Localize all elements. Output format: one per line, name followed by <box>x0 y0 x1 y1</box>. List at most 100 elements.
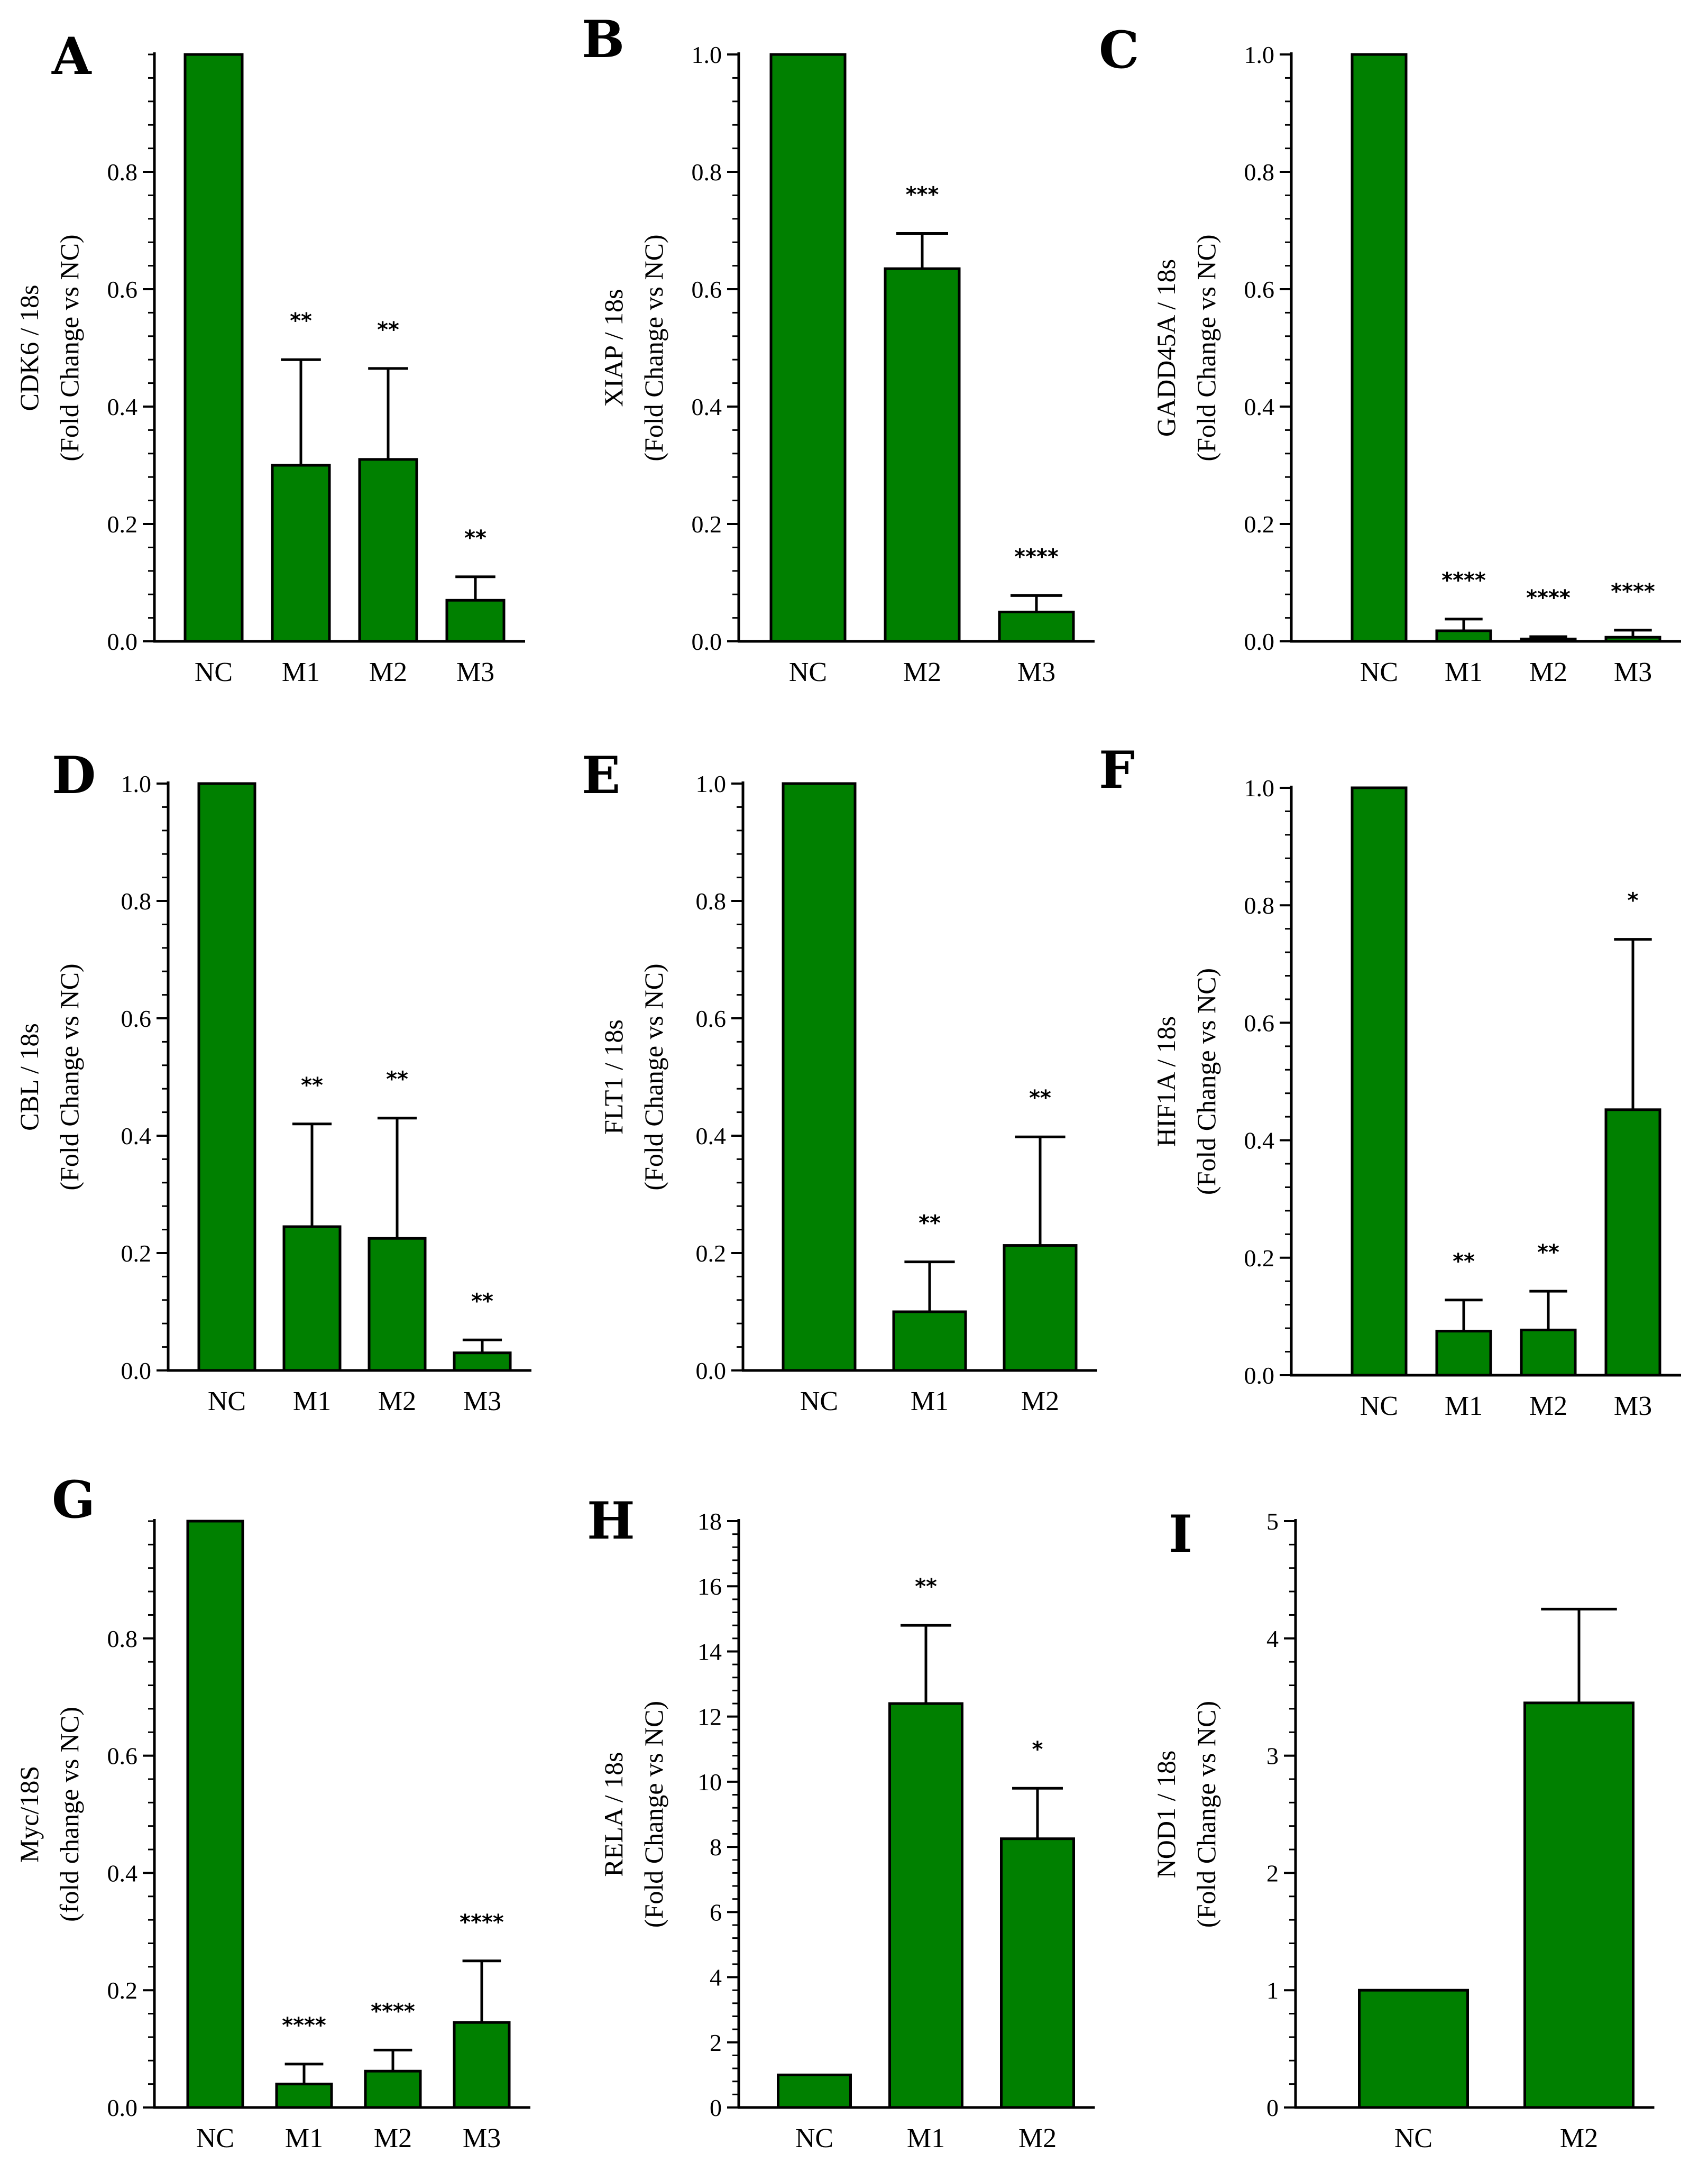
x-tick-label-nc: NC <box>208 1386 246 1416</box>
y-tick-label: 0.0 <box>696 1357 727 1384</box>
bar-nc <box>197 782 256 1372</box>
y-tick-label: 0 <box>710 2094 722 2121</box>
error-bar-m2 <box>373 2048 412 2072</box>
error-bar-m2 <box>1015 1135 1066 1246</box>
x-tick-label-m2: M2 <box>374 2123 412 2153</box>
x-tick-label-m1: M1 <box>1445 657 1483 687</box>
error-bar-m2 <box>1541 1607 1617 1703</box>
bar-m3 <box>1604 1108 1661 1377</box>
y-tick-label: 0.4 <box>1244 1127 1275 1154</box>
y-tick-label: 0.6 <box>696 1005 727 1032</box>
y-axis-label: FLT1 / 18s <box>599 1019 628 1135</box>
y-tick-label: 1.0 <box>1244 41 1275 68</box>
panel-letter-d: D <box>52 745 96 805</box>
y-tick-label: 0.8 <box>107 1625 138 1652</box>
significance-label-m2: *** <box>906 183 939 207</box>
x-tick-label-m2: M2 <box>378 1386 416 1416</box>
y-tick-label: 18 <box>697 1508 722 1535</box>
bar-m1 <box>282 1225 342 1372</box>
x-tick-label-m2: M2 <box>1021 1386 1059 1416</box>
x-tick-label-m2: M2 <box>369 657 407 687</box>
y-tick-label: 0.4 <box>692 393 722 420</box>
bar-m2 <box>1000 1837 1075 2109</box>
significance-label-m3: **** <box>1611 579 1655 604</box>
bar-m3 <box>1604 636 1661 643</box>
y-axis-label: Myc/18S <box>14 1766 44 1863</box>
y-tick-label: 0.0 <box>107 628 138 655</box>
x-tick-label-m1: M1 <box>907 2123 945 2153</box>
chart-panel-d: D 0.0 0.2 0.4 0.6 0.8 1.0 NC ** M1 ** M2 ** M3 CBL / 1… <box>14 745 531 1416</box>
x-tick-label-m3: M3 <box>463 2123 501 2153</box>
error-bar-m2 <box>368 367 408 459</box>
bar-m3 <box>453 1351 512 1372</box>
chart-panel-e: E 0.0 0.2 0.4 0.6 0.8 1.0 NC ** M1 ** M2 FLT1 / 18s (… <box>582 745 1097 1416</box>
y-axis-label: CBL / 18s <box>14 1023 44 1131</box>
y-tick-label: 0.6 <box>1244 1009 1275 1036</box>
bar-m1 <box>271 464 331 643</box>
y-tick-label: 0.4 <box>107 1860 138 1886</box>
y-tick-label: 0.8 <box>121 888 152 915</box>
x-tick-label-m2: M2 <box>1529 657 1567 687</box>
bar-m3 <box>445 599 506 643</box>
y-axis-label: (Fold Change vs NC) <box>639 963 668 1190</box>
panel-letter-f: F <box>1099 740 1135 800</box>
x-tick-label-m2: M2 <box>903 657 941 687</box>
chart-panel-h: H 0 2 4 6 8 10 12 14 16 18 NC ** M1 * M2 RELA / 18s (Fold… <box>587 1491 1095 2153</box>
y-axis-label: (Fold Change vs NC) <box>54 234 84 461</box>
y-axis-label: (Fold Change vs NC) <box>54 963 84 1190</box>
panel-letter-g: G <box>52 1470 95 1530</box>
y-tick-label: 2 <box>1266 1860 1279 1886</box>
x-tick-label-nc: NC <box>789 657 827 687</box>
y-tick-label: 0.6 <box>121 1005 152 1032</box>
chart-panel-g: G 0.0 0.2 0.4 0.6 0.8 NC **** M1 **** M2 **** M3 Myc/… <box>14 1470 530 2153</box>
significance-label-m1: **** <box>282 2013 326 2038</box>
significance-label-m2: ** <box>377 318 399 342</box>
y-tick-label: 16 <box>697 1573 722 1600</box>
y-tick-label: 1.0 <box>696 770 727 797</box>
x-tick-label-m1: M1 <box>282 657 320 687</box>
panel-letter-b: B <box>582 10 625 69</box>
bar-m3 <box>453 2021 511 2109</box>
panel-letter-a: A <box>51 26 92 86</box>
y-tick-label: 3 <box>1266 1743 1279 1770</box>
y-tick-label: 6 <box>710 1899 722 1926</box>
bar-m2 <box>364 2069 422 2109</box>
significance-label-m3: ** <box>464 526 486 550</box>
bar-nc <box>769 53 847 643</box>
significance-label-m2: * <box>1032 1737 1043 1762</box>
error-bar-m3 <box>1614 938 1652 1110</box>
significance-label-m1: ** <box>915 1575 937 1599</box>
x-tick-label-m3: M3 <box>1614 657 1652 687</box>
y-tick-label: 0.8 <box>696 888 727 915</box>
y-tick-label: 5 <box>1266 1508 1279 1535</box>
error-bar-m2 <box>896 232 948 269</box>
x-tick-label-m1: M1 <box>293 1386 331 1416</box>
y-axis-label: NOD1 / 18s <box>1151 1751 1181 1879</box>
bar-nc <box>183 53 244 643</box>
panel-letter-i: I <box>1169 1504 1192 1564</box>
significance-label-m1: ** <box>301 1073 323 1098</box>
y-tick-label: 0.0 <box>692 628 722 655</box>
y-tick-label: 0.2 <box>107 511 138 538</box>
bar-nc <box>1351 786 1408 1377</box>
y-tick-label: 0.0 <box>1244 1362 1275 1389</box>
error-bar-m1 <box>281 358 321 465</box>
significance-label-m2: **** <box>1526 586 1571 610</box>
error-bar-m3 <box>455 575 495 601</box>
significance-label-m3: * <box>1628 889 1639 913</box>
x-tick-label-m3: M3 <box>1614 1391 1652 1421</box>
y-axis-label: (fold change vs NC) <box>54 1707 84 1922</box>
x-tick-label-m3: M3 <box>456 657 494 687</box>
x-tick-label-nc: NC <box>195 657 233 687</box>
bar-m2 <box>1520 638 1577 643</box>
significance-label-m1: ** <box>919 1211 941 1236</box>
y-tick-label: 0.4 <box>121 1122 152 1149</box>
error-bar-m1 <box>292 1122 332 1227</box>
y-tick-label: 14 <box>697 1638 722 1665</box>
significance-label-m2: **** <box>371 1999 415 2023</box>
significance-label-m3: **** <box>1014 545 1059 569</box>
y-tick-label: 1 <box>1266 1977 1279 2004</box>
error-bar-m3 <box>1614 629 1652 638</box>
x-tick-label-nc: NC <box>1394 2123 1432 2153</box>
